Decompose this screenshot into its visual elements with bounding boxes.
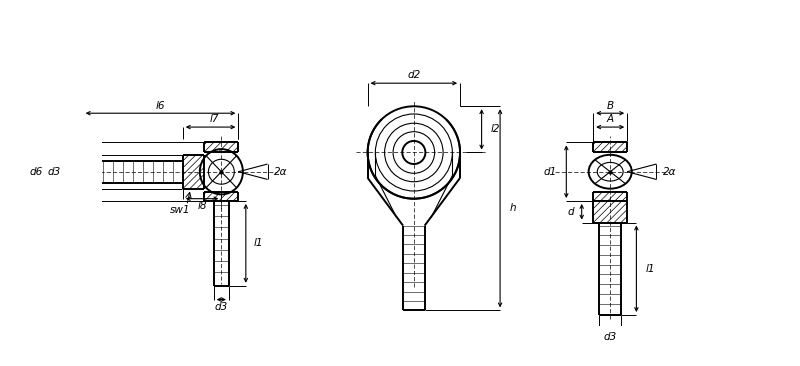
Text: A: A xyxy=(606,115,614,124)
Text: l7: l7 xyxy=(210,115,219,124)
Text: sw1: sw1 xyxy=(170,205,190,215)
Text: d1: d1 xyxy=(544,167,557,177)
Text: d3: d3 xyxy=(48,167,61,177)
Text: h: h xyxy=(510,203,516,213)
Text: d3: d3 xyxy=(603,332,617,341)
Text: d3: d3 xyxy=(214,302,228,312)
Text: l1: l1 xyxy=(254,238,263,249)
Text: 2α: 2α xyxy=(662,167,676,177)
Text: d6: d6 xyxy=(30,167,42,177)
Text: l6: l6 xyxy=(156,101,166,111)
Text: l2: l2 xyxy=(491,124,500,134)
Text: d: d xyxy=(567,207,574,217)
Text: l1: l1 xyxy=(646,264,655,274)
Text: d2: d2 xyxy=(407,71,421,81)
Text: 2α: 2α xyxy=(274,167,287,177)
Text: l8: l8 xyxy=(198,201,207,212)
Text: B: B xyxy=(606,101,614,111)
